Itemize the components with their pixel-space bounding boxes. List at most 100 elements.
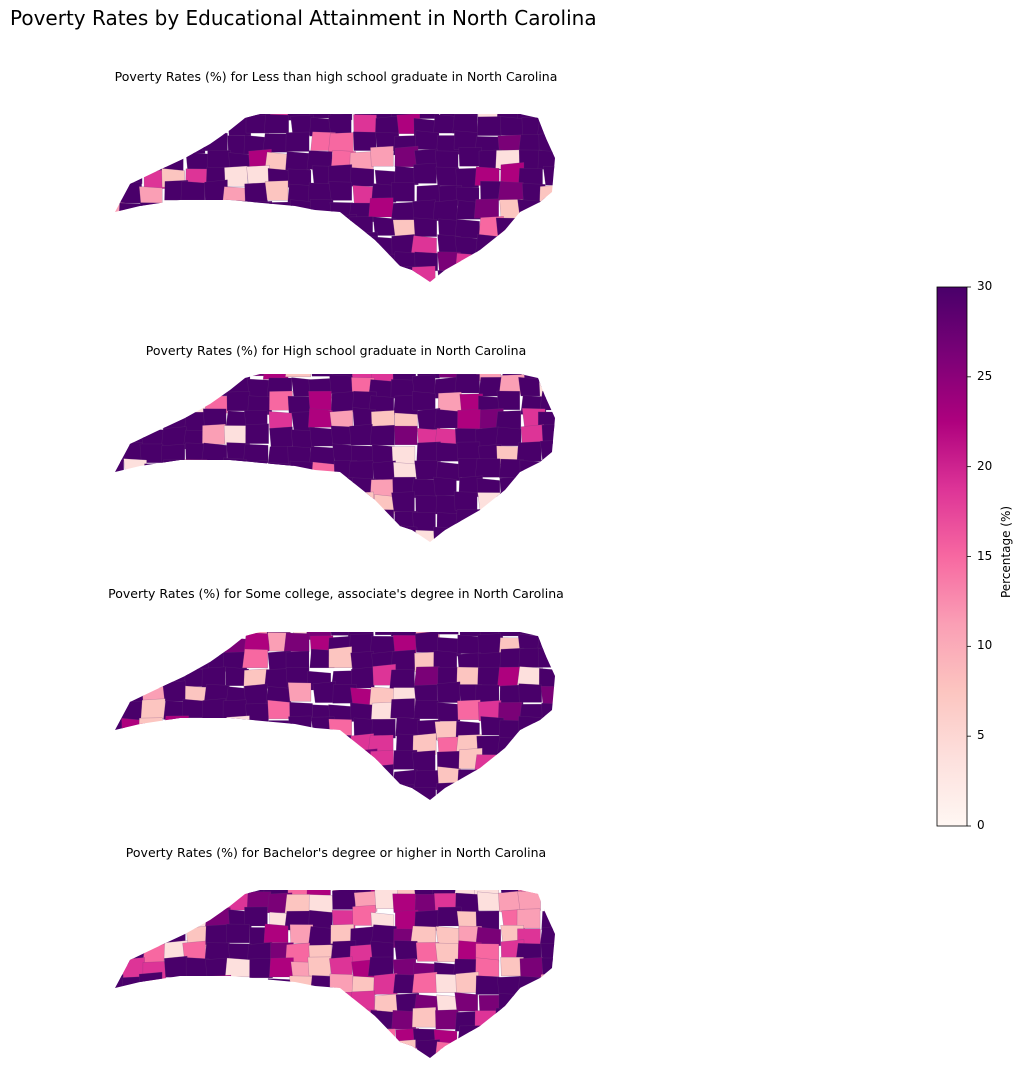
county-shape xyxy=(267,978,292,998)
county-shape xyxy=(415,130,440,150)
county-shape xyxy=(308,182,333,202)
county-shape xyxy=(120,992,147,1012)
county-shape xyxy=(559,427,570,446)
county-shape xyxy=(120,492,146,513)
county-shape xyxy=(373,1062,396,1076)
county-shape xyxy=(163,136,190,156)
county-shape xyxy=(333,788,357,800)
county-shape xyxy=(520,267,546,282)
county-shape xyxy=(285,151,311,171)
county-shape xyxy=(537,1042,555,1058)
county-shape xyxy=(561,751,570,770)
county-shape xyxy=(119,442,143,462)
county-shape xyxy=(226,528,250,542)
county-shape xyxy=(242,460,268,482)
county-shape xyxy=(437,766,461,786)
county-shape xyxy=(499,1024,523,1045)
county-shape xyxy=(351,769,375,791)
county-shape xyxy=(264,246,289,268)
county-shape xyxy=(286,1024,310,1044)
county-shape xyxy=(179,478,206,498)
county-shape xyxy=(475,975,500,995)
county-shape xyxy=(414,770,440,790)
county-shape xyxy=(539,265,555,282)
county-shape xyxy=(160,219,184,239)
county-shape xyxy=(286,1062,309,1076)
county-shape xyxy=(561,720,570,739)
county-shape xyxy=(144,114,168,134)
county-shape xyxy=(562,362,570,381)
county-shape xyxy=(515,767,542,788)
county-shape xyxy=(565,649,570,670)
county-shape xyxy=(517,199,541,219)
county-shape xyxy=(115,699,121,720)
county-shape xyxy=(243,668,268,690)
county-shape xyxy=(309,1042,334,1058)
county-shape xyxy=(142,150,166,172)
county-shape xyxy=(245,703,269,723)
county-shape xyxy=(164,715,189,735)
county-shape xyxy=(138,232,165,252)
county-shape xyxy=(328,1006,352,1028)
county-shape xyxy=(560,1027,570,1048)
county-shape xyxy=(202,698,226,720)
county-shape xyxy=(161,203,185,223)
county-shape xyxy=(520,1026,544,1047)
county-shape xyxy=(265,1058,288,1076)
county-shape xyxy=(262,737,289,757)
county-shape xyxy=(329,992,353,1012)
county-shape xyxy=(520,492,547,513)
county-shape xyxy=(368,197,394,218)
county-shape xyxy=(163,285,187,300)
county-shape xyxy=(411,478,437,498)
county-shape xyxy=(119,682,144,703)
county-shape xyxy=(370,425,395,446)
county-shape xyxy=(115,1055,124,1058)
county-shape xyxy=(115,769,124,790)
county-shape xyxy=(245,979,270,999)
county-shape xyxy=(142,890,166,911)
county-shape xyxy=(185,802,209,818)
county-shape xyxy=(350,167,375,187)
county-shape xyxy=(224,766,248,786)
county-shape xyxy=(224,544,249,560)
county-shape xyxy=(563,1062,570,1076)
county-shape xyxy=(122,391,147,413)
county-shape xyxy=(477,891,501,911)
county-shape xyxy=(183,785,207,800)
county-shape xyxy=(115,492,123,513)
nc-map-bachelors xyxy=(115,890,570,1076)
county-shape xyxy=(476,769,500,789)
panel-title-bachelors: Poverty Rates (%) for Bachelor's degree … xyxy=(125,845,547,860)
county-shape xyxy=(285,734,311,754)
county-shape xyxy=(117,1009,142,1031)
county-shape xyxy=(115,428,122,449)
county-shape xyxy=(518,377,542,397)
county-shape xyxy=(373,267,397,282)
county-shape xyxy=(348,460,374,481)
county-shape xyxy=(161,233,185,253)
county-shape xyxy=(288,770,312,790)
county-shape xyxy=(115,374,123,382)
county-shape xyxy=(140,770,164,790)
county-shape xyxy=(412,391,436,411)
county-shape xyxy=(270,1024,294,1046)
county-shape xyxy=(287,265,314,282)
county-shape xyxy=(558,995,570,1015)
county-group xyxy=(115,114,555,300)
county-shape xyxy=(186,767,210,787)
county-shape xyxy=(119,650,143,670)
county-shape xyxy=(115,267,123,282)
county-shape xyxy=(499,248,524,268)
county-shape xyxy=(563,667,570,686)
county-shape xyxy=(121,476,146,496)
county-shape xyxy=(117,786,143,800)
county-shape xyxy=(329,374,353,394)
county-shape xyxy=(164,474,188,494)
county-shape xyxy=(115,541,125,542)
county-shape xyxy=(118,636,144,656)
county-shape xyxy=(264,180,289,201)
county-shape xyxy=(207,974,232,996)
county-shape xyxy=(248,475,273,495)
county-shape xyxy=(290,508,314,528)
